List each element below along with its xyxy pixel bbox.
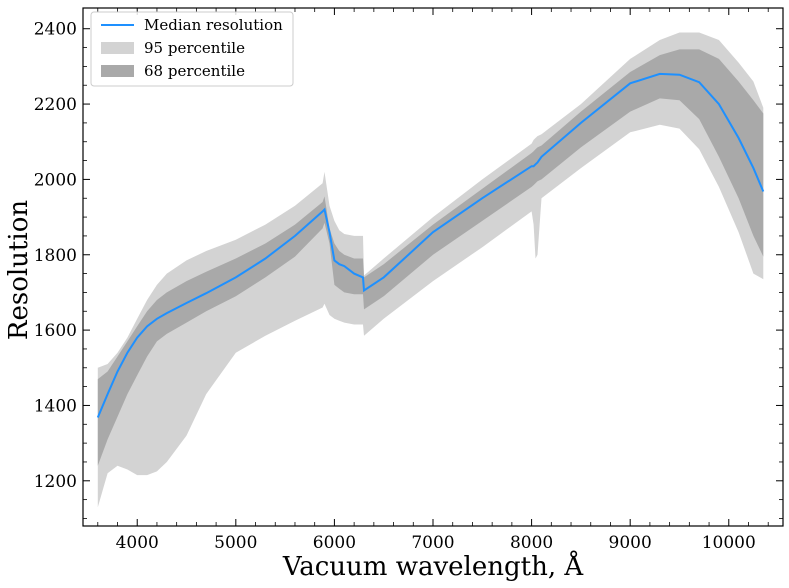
y-tick-label: 1800 (34, 246, 77, 266)
legend-median-label: Median resolution (144, 16, 283, 34)
y-tick-label: 1200 (34, 472, 77, 492)
x-tick-label: 5000 (214, 533, 257, 553)
legend-p68-swatch (101, 65, 134, 77)
x-tick-label: 9000 (609, 533, 652, 553)
legend-p68-label: 68 percentile (144, 62, 245, 80)
y-tick-label: 1600 (34, 321, 77, 341)
bands-layer (97, 32, 764, 508)
y-tick-label: 1400 (34, 396, 77, 416)
band-68-percentile (97, 49, 764, 466)
lines-layer (96, 72, 765, 418)
y-tick-label: 2000 (34, 170, 77, 190)
x-tick-label: 10000 (702, 533, 756, 553)
legend: Median resolution 95 percentile 68 perce… (90, 11, 294, 87)
y-tick-label: 2400 (34, 20, 77, 40)
x-tick-label: 4000 (116, 533, 159, 553)
legend-box (90, 11, 294, 87)
legend-p95-swatch (101, 42, 134, 54)
x-axis-label: Vacuum wavelength, Å (282, 550, 585, 582)
median-resolution-line (96, 72, 765, 418)
x-tick-label: 6000 (313, 533, 356, 553)
band-95-percentile (97, 32, 764, 508)
y-tick-label: 2200 (34, 95, 77, 115)
legend-p95-label: 95 percentile (144, 39, 245, 57)
y-axis-label: Resolution (4, 200, 34, 340)
x-tick-label: 8000 (510, 533, 553, 553)
ticks-layer: 4000 5000 6000 7000 8000 9000 10000 1200 1400 160… (34, 8, 783, 553)
x-tick-label: 7000 (411, 533, 454, 553)
